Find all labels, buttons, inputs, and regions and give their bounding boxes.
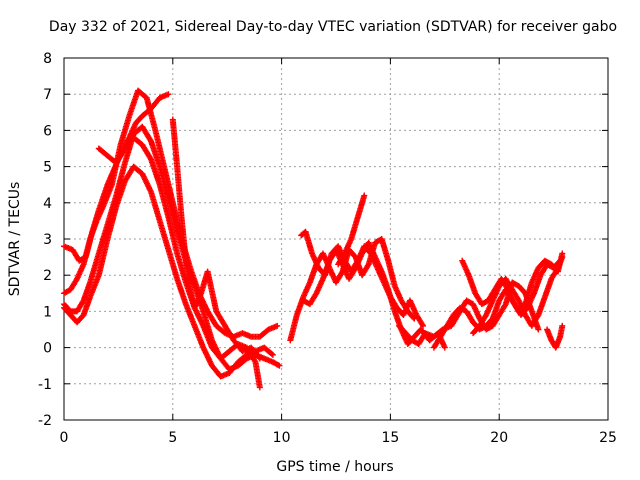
series-track-14 xyxy=(470,254,566,337)
series-track-2 xyxy=(61,87,281,340)
data-point xyxy=(256,384,263,391)
y-tick-label: 1 xyxy=(43,304,52,320)
x-tick-labels: 0 5 10 15 20 25 xyxy=(60,430,617,446)
y-tick-label: -1 xyxy=(38,377,52,393)
y-tick-label: 4 xyxy=(43,196,52,212)
y-tick-label: 2 xyxy=(43,268,52,284)
x-tick-label: 0 xyxy=(60,430,69,446)
data-point xyxy=(256,355,263,362)
data-point xyxy=(535,326,542,333)
y-tick-label: 0 xyxy=(43,341,52,357)
y-axis-label: SDTVAR / TECUs xyxy=(7,182,23,297)
data-point xyxy=(361,192,368,199)
data-point xyxy=(559,322,566,329)
y-tick-label: 3 xyxy=(43,232,52,248)
series-track-6 xyxy=(169,116,263,362)
data-point xyxy=(274,322,281,329)
x-tick-label: 15 xyxy=(381,430,399,446)
data-point xyxy=(276,362,283,369)
x-tick-label: 10 xyxy=(273,430,291,446)
x-tick-label: 5 xyxy=(168,430,177,446)
x-tick-label: 25 xyxy=(599,430,617,446)
data-point xyxy=(441,344,448,351)
data-points xyxy=(61,87,566,391)
data-point xyxy=(255,354,262,361)
y-tick-label: 5 xyxy=(43,160,52,176)
y-tick-labels: -2 -1 0 1 2 3 4 5 6 7 8 xyxy=(38,51,52,429)
data-point xyxy=(269,351,276,358)
chart-title: Day 332 of 2021, Sidereal Day-to-day VTE… xyxy=(49,19,617,35)
data-point xyxy=(268,350,275,357)
data-point xyxy=(165,91,172,98)
axis-ticks xyxy=(63,57,609,421)
y-tick-label: 6 xyxy=(43,123,52,139)
series-track-15 xyxy=(544,322,566,351)
x-tick-label: 20 xyxy=(490,430,508,446)
data-point xyxy=(559,254,566,261)
series-track-10 xyxy=(335,192,368,268)
series-track-4 xyxy=(61,163,276,380)
series-track-8 xyxy=(298,228,427,329)
y-tick-label: -2 xyxy=(38,413,52,429)
y-tick-label: 8 xyxy=(43,51,52,67)
x-axis-label: GPS time / hours xyxy=(276,459,393,475)
data-point xyxy=(420,322,427,329)
y-tick-label: 7 xyxy=(43,87,52,103)
